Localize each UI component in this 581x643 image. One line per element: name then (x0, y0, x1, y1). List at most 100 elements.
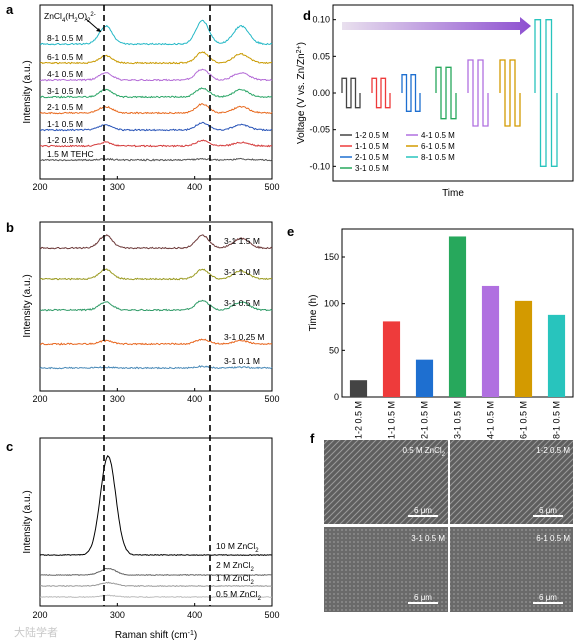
panel-e-ylabel: Time (h) (308, 295, 319, 332)
panel-c-series-label-3: 0.5 M ZnCl2 (216, 589, 262, 602)
b-traces-series-1 (39, 268, 272, 281)
panel-e-bar-4 (481, 285, 500, 397)
a-ticks-xtick-label-3: 500 (264, 182, 279, 192)
panel-b: 3-1 1.5 M 3-1 1.0 M 3-1 0.5 M 3-1 0.25 M 3-1… (22, 221, 280, 404)
b-ticks-xtick-label-1: 300 (110, 394, 125, 404)
panel-e-ytick-label-2: 100 (324, 299, 339, 309)
panel-d-legend-label-3: 3-1 0.5 M (355, 164, 389, 173)
panel-e-category-label-4: 4-1 0.5 M (486, 401, 496, 439)
panel-label-f: f (310, 431, 315, 446)
a-ticks-xtick-label-2: 400 (187, 182, 202, 192)
panel-a-series-label-5: 1-1 0.5 M (47, 119, 83, 129)
panel-e: 0 50 100 150 1-2 0.5 M 1-1 0.5 M 2-1 0.5 M 3-1 … (308, 228, 574, 439)
sem-scalebar-label-2: 6 μm (539, 506, 557, 515)
panel-d-series-4 (467, 59, 489, 127)
panel-c-series-label-2: 1 M ZnCl2 (216, 573, 254, 586)
a-ticks-xtick-label-1: 300 (110, 182, 125, 192)
panel-d: -0.10 -0.05 0.00 0.05 0.10 1-2 0.5 M 1-1 0.5 … (296, 4, 574, 199)
b-traces-series-4 (39, 365, 273, 370)
panel-b-series-label-1: 3-1 1.0 M (224, 267, 260, 277)
panel-a-series-label-0: 8-1 0.5 M (47, 33, 83, 43)
panel-label-b: b (6, 220, 14, 235)
a-traces-series-7 (40, 157, 273, 162)
panel-a-series-label-2: 4-1 0.5 M (47, 69, 83, 79)
a-traces-series-5 (39, 121, 273, 132)
sem-image-4: 6-1 0.5 M 6 μm (450, 527, 573, 612)
panel-c-series-label-0: 10 M ZnCl2 (216, 541, 259, 554)
panel-e-bar-6 (547, 314, 566, 397)
panel-label-e: e (287, 224, 294, 239)
panel-d-xlabel: Time (442, 188, 464, 199)
sem-label-3: 3-1 0.5 M (411, 534, 445, 543)
panel-e-category-label-3: 3-1 0.5 M (453, 401, 463, 439)
a-traces-series-0 (39, 19, 273, 46)
panel-f: 0.5 M ZnCl2 6 μm 1-2 0.5 M 6 μm 3-1 0.5 … (324, 440, 573, 612)
b-ticks-xtick-label-2: 400 (187, 394, 202, 404)
panel-e-ytick-label-3: 150 (324, 252, 339, 262)
panel-d-series-6 (534, 19, 558, 167)
a-traces-series-6 (40, 139, 273, 148)
panel-d-ytick-label-3: 0.05 (312, 51, 330, 61)
panel-a-series-label-4: 2-1 0.5 M (47, 102, 83, 112)
b-ticks-xtick-label-3: 500 (264, 394, 279, 404)
panel-d-trend-arrow (342, 17, 531, 35)
panel-e-bar-2 (415, 359, 434, 397)
panel-d-series-1 (371, 77, 391, 109)
panel-a-series-label-6: 1-2 0.5 M (47, 135, 83, 145)
panel-d-series-2 (401, 74, 421, 112)
panel-d-ytick-label-1: -0.05 (309, 125, 330, 135)
panel-e-bar-5 (514, 300, 533, 397)
sem-image-3: 3-1 0.5 M 6 μm (324, 527, 448, 612)
panel-a-series-label-1: 6-1 0.5 M (47, 52, 83, 62)
panel-e-category-label-1: 1-1 0.5 M (387, 401, 397, 439)
panel-c-ylabel: Intensity (a.u.) (22, 490, 33, 553)
panel-b-ylabel: Intensity (a.u.) (22, 274, 33, 337)
panel-a-ylabel: Intensity (a.u.) (22, 60, 33, 123)
a-traces-series-2 (39, 68, 273, 82)
a-traces-series-1 (39, 51, 272, 65)
panel-b-series-label-4: 3-1 0.1 M (224, 356, 260, 366)
panel-d-ytick-label-2: 0.00 (312, 88, 330, 98)
panel-c-xtick-label-1: 300 (110, 610, 125, 620)
panel-e-bar-1 (382, 321, 401, 397)
panel-b-frame (39, 221, 273, 392)
b-traces-series-3 (39, 338, 273, 346)
panel-a-series-label-3: 3-1 0.5 M (47, 86, 83, 96)
panel-a: 8-1 0.5 M 6-1 0.5 M 4-1 0.5 M 3-1 0.5 M 2-1 … (22, 4, 280, 192)
panel-c-series-1 (39, 567, 273, 577)
panel-d-legend-label-0: 1-2 0.5 M (355, 131, 389, 140)
panel-e-category-label-5: 6-1 0.5 M (519, 401, 529, 439)
panel-c-series-label-1: 2 M ZnCl2 (216, 560, 254, 573)
sem-scalebar-label-1: 6 μm (414, 506, 432, 515)
panel-d-ytick-label-4: 0.10 (312, 15, 330, 25)
panel-e-ytick-label-0: 0 (334, 392, 339, 402)
panel-a-arrowhead (96, 28, 101, 32)
panel-a-frame (39, 4, 273, 180)
panel-e-category-label-0: 1-2 0.5 M (354, 401, 364, 439)
panel-e-ytick-label-1: 50 (329, 345, 339, 355)
panel-e-category-label-2: 2-1 0.5 M (420, 401, 430, 439)
a-ticks-xtick-label-0: 200 (32, 182, 47, 192)
panel-d-series-3 (435, 66, 457, 120)
panel-c-xlabel: Raman shift (cm-1) (115, 630, 197, 642)
panel-d-legend-label-2: 2-1 0.5 M (355, 153, 389, 162)
panel-b-series-label-0: 3-1 1.5 M (224, 236, 260, 246)
panel-e-category-label-6: 8-1 0.5 M (552, 401, 562, 439)
sem-label-2: 1-2 0.5 M (536, 446, 570, 455)
b-traces-series-2 (39, 299, 273, 312)
panel-a-series-label-7: 1.5 M TEHC (47, 149, 94, 159)
sem-scalebar-label-3: 6 μm (414, 593, 432, 602)
b-ticks-xtick-label-0: 200 (32, 394, 47, 404)
panel-d-ytick-label-0: -0.10 (309, 161, 330, 171)
sem-label-4: 6-1 0.5 M (536, 534, 570, 543)
panel-c-series-3 (39, 594, 273, 599)
panel-d-series-5 (499, 59, 521, 127)
panel-c-xtick-label-0: 200 (32, 610, 47, 620)
panel-c-frame (39, 437, 273, 607)
b-traces-series-0 (39, 234, 273, 250)
a-traces-series-3 (39, 87, 273, 99)
sem-scalebar-label-4: 6 μm (539, 593, 557, 602)
panel-label-c: c (6, 439, 13, 454)
